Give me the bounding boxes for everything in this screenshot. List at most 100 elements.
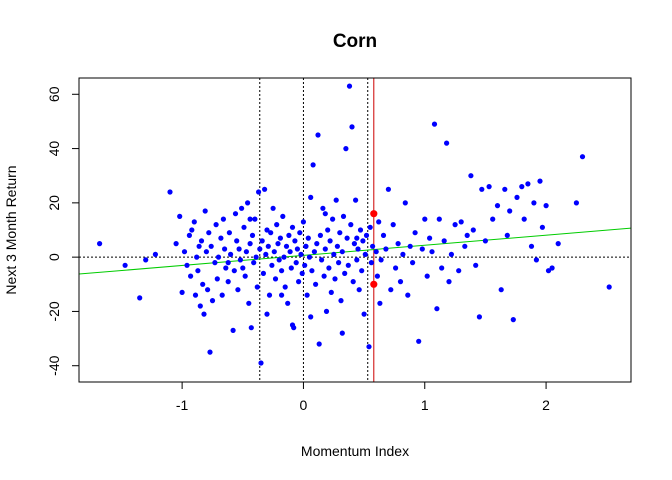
data-point: [444, 140, 450, 146]
data-point: [390, 222, 396, 228]
data-point: [236, 246, 242, 252]
data-point: [283, 243, 290, 249]
data-point: [308, 194, 314, 200]
data-point: [241, 224, 247, 230]
y-axis-label: Next 3 Month Return: [3, 165, 19, 294]
data-point: [531, 200, 537, 206]
data-point: [373, 249, 379, 255]
data-point: [356, 287, 362, 293]
data-point: [407, 243, 413, 249]
data-point: [274, 222, 280, 228]
data-point: [298, 251, 304, 257]
x-tick-label: 2: [542, 397, 550, 413]
y-tick-label: -40: [46, 355, 62, 375]
data-point: [351, 241, 357, 247]
data-point: [167, 189, 173, 195]
data-point: [446, 279, 452, 285]
x-tick-label: 0: [300, 397, 308, 413]
data-point: [441, 238, 447, 244]
data-point: [173, 241, 179, 247]
data-point: [533, 257, 540, 263]
data-point: [228, 251, 234, 257]
highlighted-point-1: [370, 210, 378, 218]
data-point: [416, 338, 422, 344]
data-point: [308, 314, 314, 320]
data-point: [252, 216, 258, 222]
data-point: [256, 189, 262, 195]
data-point: [400, 251, 406, 257]
data-point: [336, 260, 342, 266]
data-point: [240, 265, 246, 271]
data-point: [385, 186, 391, 192]
data-point: [525, 181, 531, 187]
data-point: [310, 162, 316, 168]
data-point: [378, 257, 384, 263]
data-point: [412, 230, 418, 236]
data-point: [184, 262, 190, 268]
data-point: [202, 208, 208, 214]
data-point: [405, 292, 411, 298]
data-point: [313, 281, 319, 287]
data-point: [331, 251, 337, 257]
data-point: [314, 241, 320, 247]
x-tick-label: -1: [176, 397, 189, 413]
data-point: [494, 203, 501, 209]
data-point: [482, 238, 488, 244]
data-point: [247, 241, 253, 247]
data-point: [510, 317, 516, 323]
data-point: [537, 178, 543, 184]
data-point: [287, 249, 293, 255]
data-point: [191, 219, 197, 225]
plot-area: [79, 78, 631, 382]
data-point: [545, 268, 552, 274]
data-point: [282, 284, 288, 290]
y-tick-label: 20: [46, 195, 62, 211]
data-point: [320, 205, 326, 211]
data-point: [344, 235, 350, 241]
data-point: [458, 219, 464, 225]
data-point: [383, 246, 389, 252]
data-point: [188, 273, 194, 279]
data-point: [579, 154, 586, 160]
data-point: [306, 254, 313, 260]
data-point: [322, 211, 328, 217]
data-point: [223, 265, 229, 271]
data-point: [194, 254, 200, 260]
y-tick-label: 40: [46, 141, 62, 157]
data-point: [289, 322, 296, 328]
data-point: [186, 232, 192, 238]
data-point: [357, 227, 364, 233]
data-point: [97, 241, 103, 247]
data-point: [342, 270, 348, 276]
data-point: [366, 344, 372, 350]
data-point: [293, 260, 299, 266]
data-point: [319, 257, 325, 263]
data-point: [354, 257, 360, 263]
x-axis-label: Momentum Index: [301, 443, 409, 459]
data-point: [247, 216, 253, 222]
data-point: [473, 262, 479, 268]
data-point: [424, 273, 430, 279]
data-point: [539, 224, 546, 230]
data-point: [543, 203, 549, 209]
data-point: [214, 276, 220, 282]
data-point: [315, 132, 321, 138]
data-point: [245, 200, 251, 206]
data-point: [177, 213, 183, 219]
data-point: [271, 249, 277, 255]
data-point: [196, 243, 202, 249]
data-point: [189, 227, 195, 233]
data-point: [316, 341, 322, 347]
data-point: [280, 213, 286, 219]
data-point: [195, 268, 201, 274]
data-point: [346, 83, 353, 89]
data-point: [289, 224, 296, 230]
data-point: [237, 257, 243, 263]
data-point: [504, 232, 510, 238]
data-point: [254, 284, 260, 290]
data-point: [328, 289, 334, 295]
data-point: [265, 243, 271, 249]
data-point: [514, 194, 520, 200]
data-point: [363, 232, 370, 238]
